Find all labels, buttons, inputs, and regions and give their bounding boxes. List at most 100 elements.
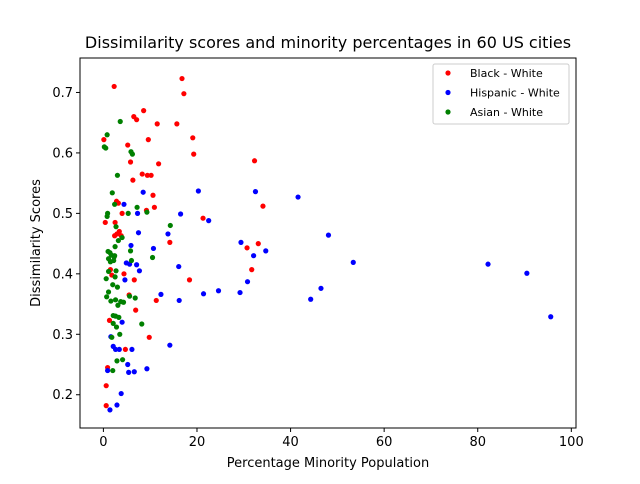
legend-marker-asian-white: [445, 109, 451, 115]
y-axis: 0.2 0.3 0.4 0.5 0.6 0.7: [52, 86, 80, 403]
data-point-hispanic-white: [114, 402, 120, 408]
x-tick-label: 100: [559, 435, 584, 450]
data-point-asian-white: [103, 276, 109, 282]
data-point-asian-white: [115, 302, 121, 308]
data-point-asian-white: [127, 293, 133, 299]
data-point-black-white: [150, 192, 156, 198]
data-point-black-white: [156, 161, 162, 167]
y-tick-label: 0.5: [52, 207, 73, 222]
y-tick-label: 0.7: [52, 86, 73, 101]
data-point-black-white: [127, 159, 134, 165]
data-point-asian-white: [114, 358, 120, 364]
legend-marker-black-white: [445, 70, 451, 76]
data-point-hispanic-white: [121, 201, 127, 207]
data-point-hispanic-white: [140, 189, 146, 195]
data-point-asian-white: [104, 132, 110, 138]
x-tick-label: 80: [469, 435, 486, 450]
data-point-asian-white: [119, 234, 125, 241]
data-point-hispanic-white: [116, 346, 122, 353]
data-point-hispanic-white: [524, 270, 530, 276]
data-point-black-white: [101, 137, 107, 143]
legend-box: [432, 63, 570, 125]
data-point-hispanic-white: [119, 319, 125, 325]
data-point-hispanic-white: [295, 194, 301, 200]
data-point-hispanic-white: [144, 366, 150, 372]
data-point-asian-white: [112, 274, 118, 280]
legend-marker-hispanic-white: [445, 89, 451, 96]
data-point-black-white: [122, 346, 128, 353]
data-point-asian-white: [110, 320, 116, 327]
data-point-black-white: [186, 277, 193, 283]
data-point-black-white: [102, 219, 108, 226]
data-point-asian-white: [149, 254, 156, 261]
data-point-asian-white: [112, 297, 119, 303]
data-point-hispanic-white: [206, 218, 212, 224]
data-point-black-white: [103, 383, 109, 389]
data-point-asian-white: [119, 357, 126, 363]
data-point-hispanic-white: [308, 296, 314, 302]
legend-label-black-white: Black - White: [470, 67, 543, 80]
data-point-asian-white: [128, 257, 135, 264]
y-tick-label: 0.2: [52, 388, 73, 403]
data-point-hispanic-white: [135, 230, 142, 236]
data-point-black-white: [151, 204, 157, 210]
data-point-hispanic-white: [134, 210, 141, 216]
data-point-hispanic-white: [318, 285, 324, 291]
series-hispanic-white: [105, 188, 554, 413]
x-tick-label: 60: [376, 435, 393, 450]
data-point-hispanic-white: [215, 288, 222, 294]
y-tick-label: 0.4: [52, 267, 73, 282]
data-point-asian-white: [104, 294, 110, 300]
legend-label-hispanic-white: Hispanic - White: [470, 87, 560, 100]
data-point-hispanic-white: [107, 407, 113, 413]
data-point-asian-white: [109, 190, 115, 196]
data-point-asian-white: [112, 253, 118, 259]
data-point-hispanic-white: [252, 189, 259, 195]
data-point-asian-white: [125, 210, 131, 216]
data-point-black-white: [116, 228, 122, 235]
data-point-black-white: [133, 307, 139, 313]
data-point-black-white: [167, 239, 173, 245]
y-tick-label: 0.3: [52, 328, 73, 343]
data-point-black-white: [106, 317, 113, 323]
data-point-hispanic-white: [238, 239, 244, 245]
data-point-hispanic-white: [150, 245, 157, 252]
data-point-black-white: [260, 203, 266, 209]
data-point-hispanic-white: [244, 279, 251, 285]
series-asian-white: [101, 118, 173, 374]
data-point-asian-white: [110, 282, 116, 288]
data-point-asian-white: [114, 172, 121, 178]
data-point-asian-white: [116, 314, 122, 320]
data-point-hispanic-white: [167, 342, 173, 348]
data-point-black-white: [130, 177, 136, 183]
data-point-hispanic-white: [548, 314, 554, 320]
data-point-asian-white: [114, 284, 121, 290]
data-point-black-white: [139, 171, 145, 177]
data-point-hispanic-white: [158, 291, 164, 297]
data-point-asian-white: [112, 244, 118, 250]
data-point-asian-white: [120, 299, 127, 305]
data-point-black-white: [255, 241, 261, 247]
data-point-black-white: [244, 245, 250, 251]
data-point-black-white: [181, 91, 187, 97]
data-point-black-white: [145, 137, 151, 143]
data-point-black-white: [131, 277, 137, 283]
data-point-asian-white: [110, 367, 116, 374]
data-point-black-white: [153, 297, 159, 304]
data-point-black-white: [146, 334, 152, 340]
data-point-asian-white: [117, 331, 123, 337]
chart-title: Dissimilarity scores and minority percen…: [85, 33, 571, 52]
data-point-asian-white: [103, 145, 109, 151]
legend-label-asian-white: Asian - White: [470, 106, 543, 119]
data-point-black-white: [112, 219, 118, 226]
data-point-asian-white: [113, 224, 119, 230]
data-point-asian-white: [105, 268, 112, 275]
data-point-black-white: [251, 158, 258, 164]
data-point-hispanic-white: [136, 268, 143, 274]
data-point-black-white: [249, 267, 255, 273]
data-point-black-white: [121, 271, 127, 277]
data-point-asian-white: [112, 201, 118, 207]
plot-marks: [101, 75, 554, 413]
